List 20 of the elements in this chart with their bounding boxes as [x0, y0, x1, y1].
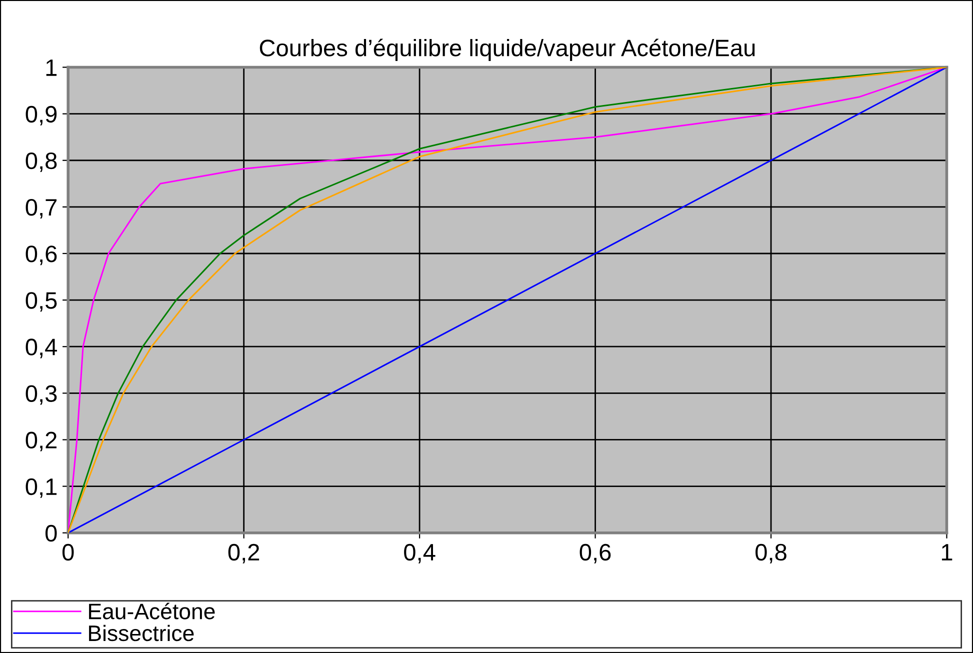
legend-label: Bissectrice: [89, 624, 194, 642]
legend-label: Eau-Acétone: [89, 602, 215, 620]
y-tick-label: 0,3: [26, 385, 57, 405]
y-tick-label: 0,9: [26, 106, 57, 126]
y-tick-label: 0: [45, 524, 57, 542]
y-tick-label: 0,2: [26, 432, 57, 452]
chart-title: Courbes d’équilibre liquide/vapeur Acétone/Eau: [260, 38, 755, 62]
y-tick-label: 0,6: [26, 246, 57, 266]
x-tick-label: 0,4: [404, 544, 436, 564]
x-tick-label: 0: [62, 544, 74, 561]
y-tick-label: 0,1: [26, 478, 57, 498]
y-tick-label: 0,7: [26, 199, 57, 219]
y-tick-label: 0,5: [26, 292, 57, 312]
y-tick-label: 1: [46, 60, 57, 76]
x-tick-label: 1: [942, 544, 952, 560]
y-tick-label: 0,4: [26, 338, 58, 358]
x-tick-label: 0,6: [580, 544, 611, 564]
y-tick-label: 0,8: [26, 152, 57, 172]
x-tick-label: 0,2: [228, 544, 260, 564]
x-tick-label: 0,8: [756, 544, 786, 564]
